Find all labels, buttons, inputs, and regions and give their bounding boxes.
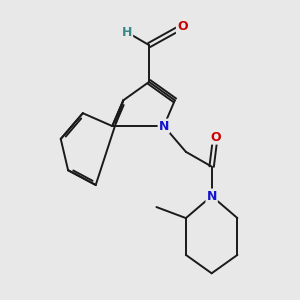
Text: O: O <box>177 20 188 33</box>
Text: H: H <box>122 26 132 39</box>
Text: O: O <box>210 130 220 144</box>
Text: N: N <box>206 190 217 202</box>
Text: N: N <box>159 120 169 133</box>
